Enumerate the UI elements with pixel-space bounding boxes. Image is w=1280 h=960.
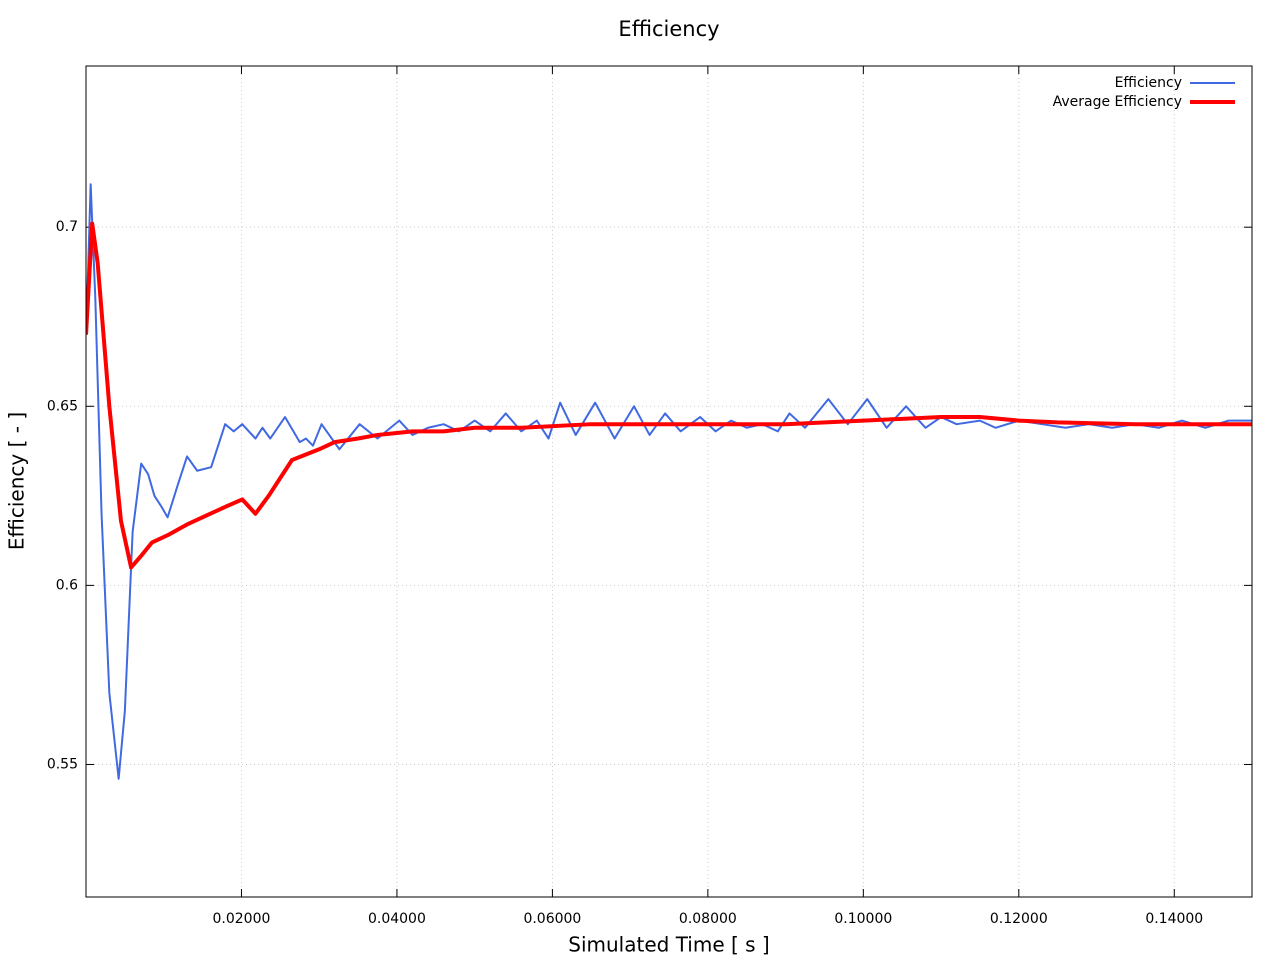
plot-lines [86,183,1252,780]
x-tick-label: 0.12000 [990,911,1048,927]
legend-label: Efficiency [1115,75,1182,91]
y-axis-label: Efficiency [ - ] [5,412,29,550]
x-tick-label: 0.08000 [679,911,737,927]
y-tick-label: 0.7 [56,219,78,235]
y-tick-label: 0.6 [56,577,78,593]
x-tick-label: 0.02000 [213,911,271,927]
data-line [86,183,1252,780]
x-tick-label: 0.14000 [1145,911,1203,927]
x-tick-label: 0.04000 [368,911,426,927]
plot-frame [85,65,1253,898]
legend-label: Average Efficiency [1053,94,1182,110]
chart-title: Efficiency [618,17,719,41]
x-tick-label: 0.06000 [523,911,581,927]
x-axis-label: Simulated Time [ s ] [568,933,769,957]
y-tick-label: 0.65 [47,398,78,414]
x-tick-label: 0.10000 [834,911,892,927]
data-line [86,221,1252,570]
grid [86,66,1252,897]
y-tick-label: 0.55 [47,756,78,772]
